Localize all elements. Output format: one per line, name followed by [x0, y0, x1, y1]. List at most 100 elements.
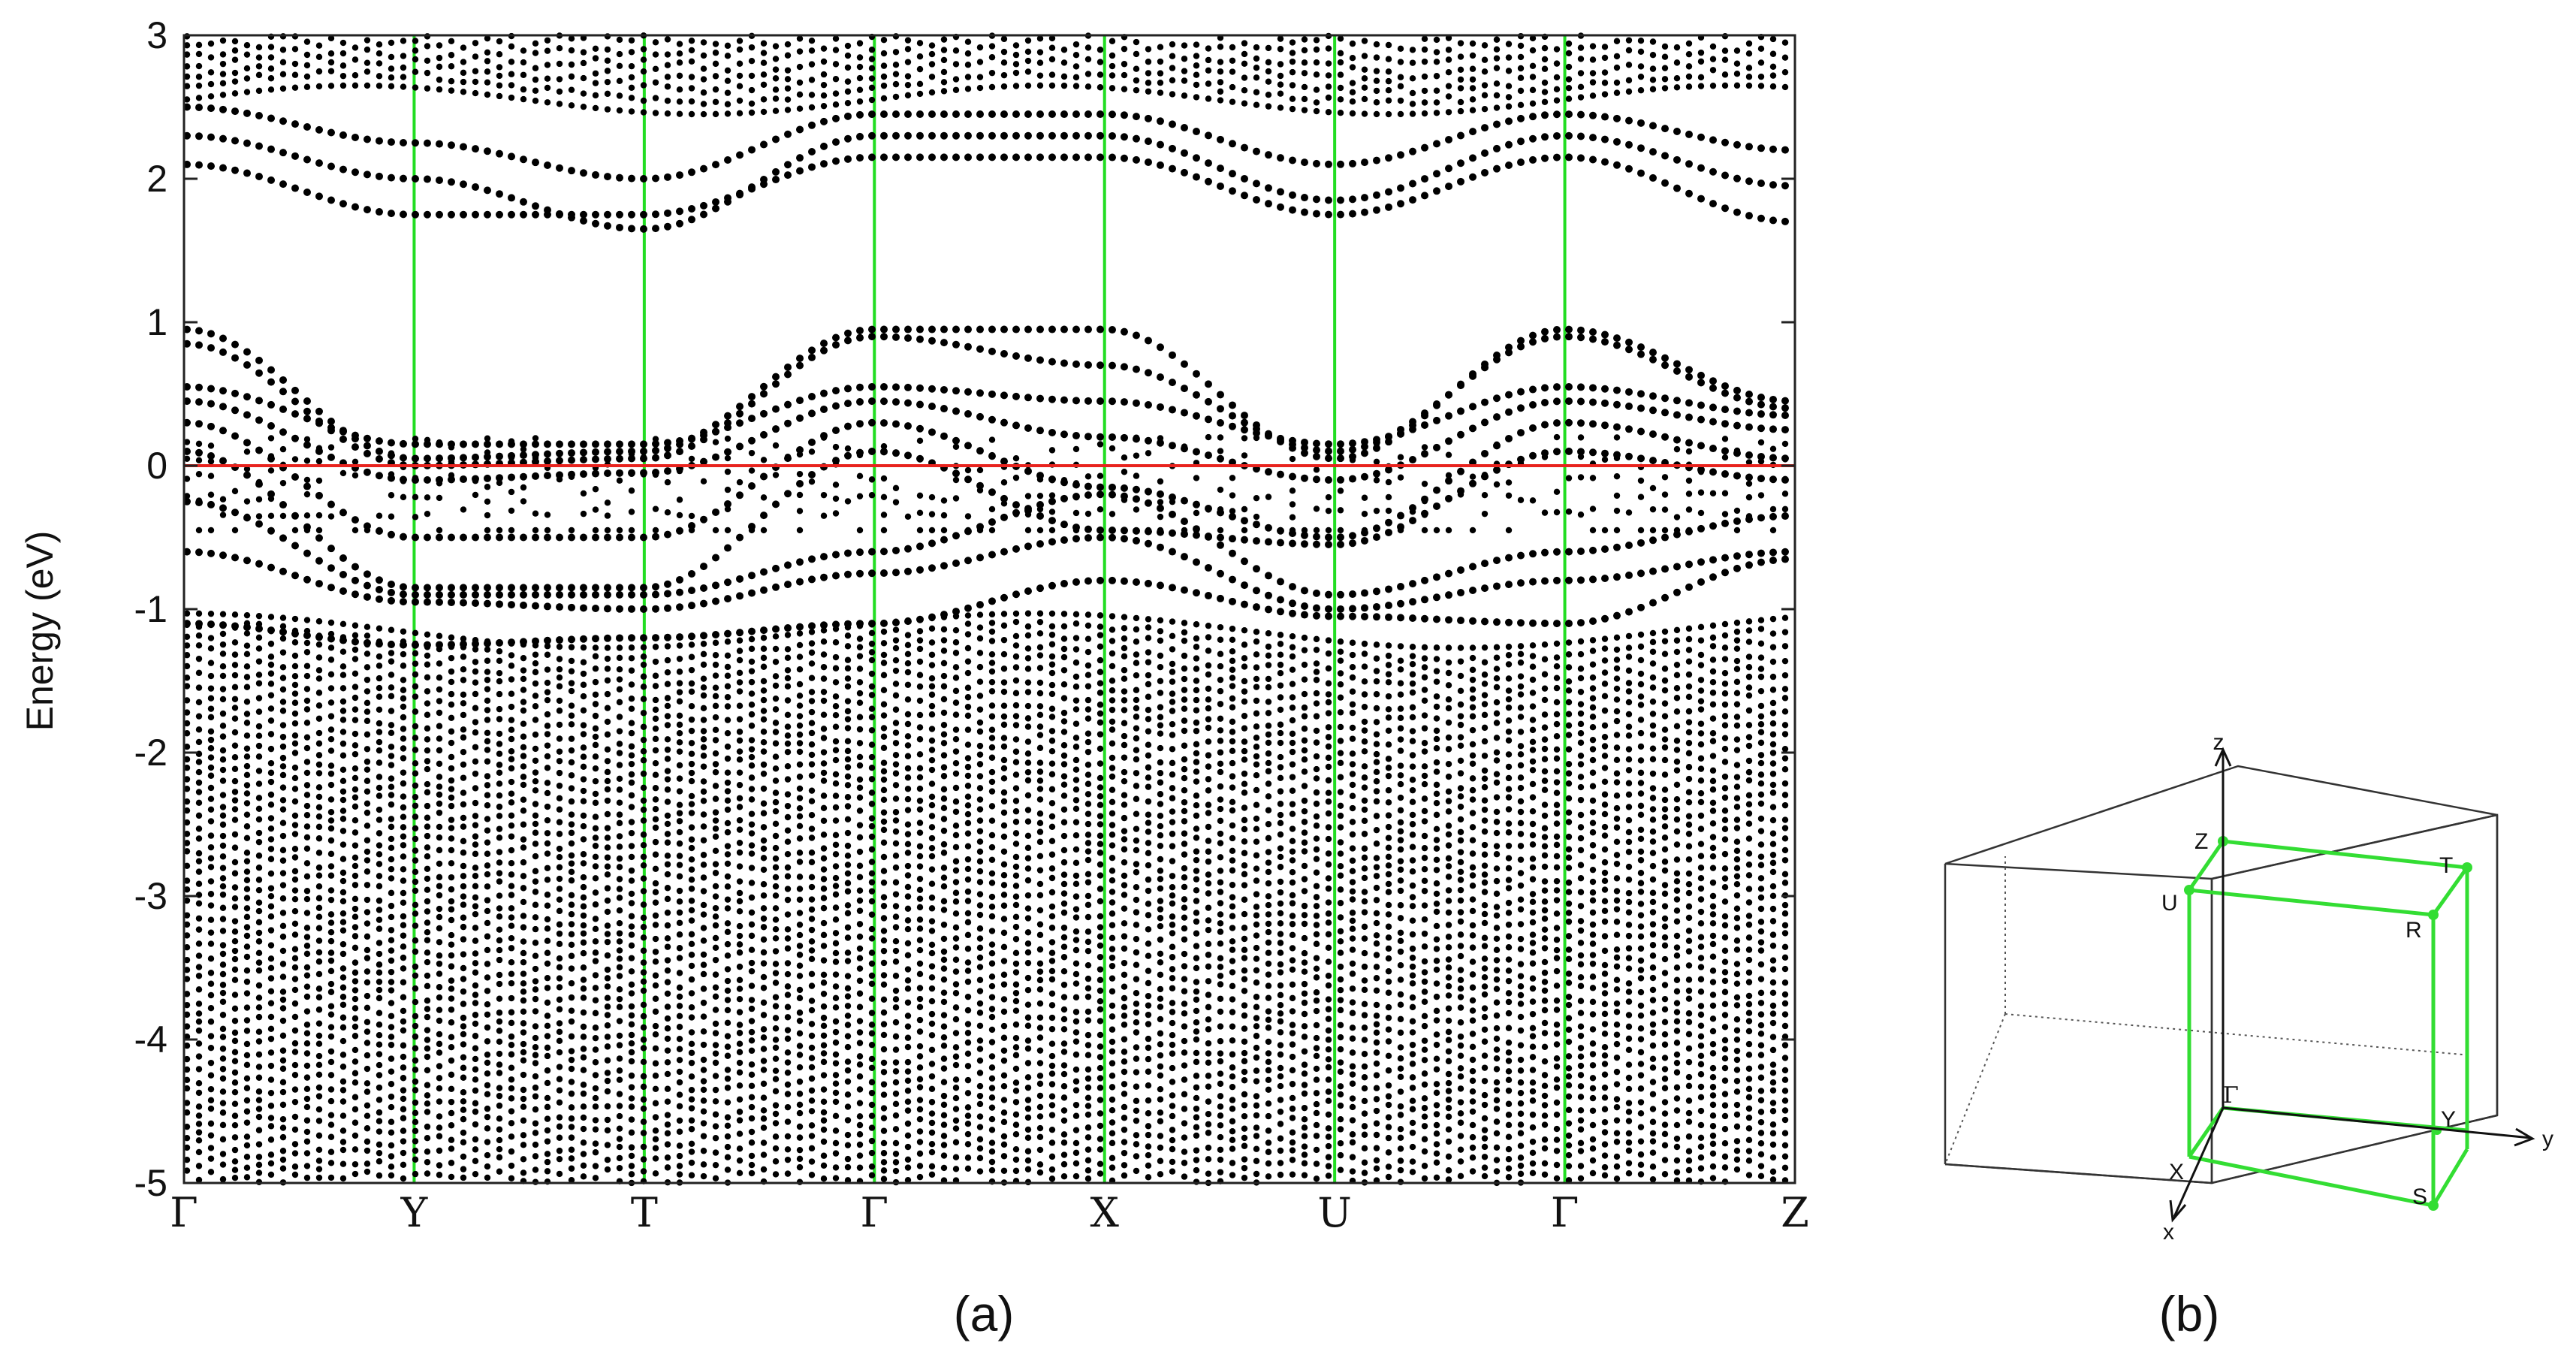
band-point: [424, 436, 431, 443]
band-point: [748, 1047, 756, 1055]
band-point: [1649, 406, 1657, 415]
band-point: [712, 1175, 719, 1182]
band-point: [1036, 511, 1044, 520]
band-point: [808, 751, 816, 759]
band-point: [832, 387, 840, 395]
band-point: [688, 1073, 695, 1080]
band-point: [892, 110, 900, 119]
band-point: [532, 986, 539, 993]
band-point: [508, 601, 515, 609]
band-point: [796, 558, 804, 566]
band-point: [291, 1061, 299, 1069]
band-point: [808, 1044, 816, 1052]
band-point: [880, 818, 888, 825]
band-point: [1505, 161, 1513, 169]
band-point: [616, 907, 623, 914]
band-point: [568, 702, 575, 709]
band-point: [628, 210, 635, 219]
band-point: [856, 1018, 864, 1024]
band-point: [760, 960, 768, 967]
band-point: [832, 443, 840, 451]
band-point: [604, 448, 611, 456]
band-point: [808, 787, 816, 794]
band-point: [436, 709, 443, 717]
band-point: [1193, 589, 1200, 597]
band-point: [820, 711, 828, 718]
band-point: [496, 82, 503, 89]
band-point: [207, 442, 215, 449]
band-point: [1469, 372, 1477, 380]
band-point: [652, 505, 659, 512]
band-point: [1000, 457, 1008, 466]
band-point: [1661, 179, 1669, 187]
band-point: [303, 1095, 311, 1103]
band-point: [592, 1140, 599, 1147]
band-point: [724, 652, 731, 659]
band-point: [255, 1161, 263, 1169]
band-point: [820, 1086, 828, 1093]
band-point: [760, 390, 768, 398]
band-point: [436, 800, 443, 807]
band-point: [291, 542, 299, 550]
band-point: [412, 584, 419, 592]
band-point: [1589, 384, 1597, 392]
band-point: [219, 891, 227, 898]
band-point: [544, 925, 551, 932]
band-point: [339, 62, 347, 69]
band-point: [243, 1052, 251, 1059]
band-point: [279, 1115, 287, 1123]
band-point: [760, 59, 768, 66]
band-point: [748, 1161, 756, 1169]
band-point: [327, 1058, 335, 1066]
band-point: [303, 1103, 311, 1111]
band-point: [652, 644, 659, 650]
band-point: [592, 949, 599, 956]
band-point: [688, 527, 695, 534]
band-point: [724, 788, 731, 795]
band-point: [652, 446, 659, 454]
band-point: [315, 949, 323, 956]
band-point: [255, 397, 263, 405]
band-point: [1193, 558, 1200, 566]
band-point: [712, 984, 719, 991]
band-point: [388, 844, 395, 852]
band-point: [303, 441, 311, 449]
band-point: [460, 1166, 467, 1172]
band-point: [772, 706, 780, 713]
band-point: [327, 863, 335, 870]
band-point: [267, 856, 275, 862]
band-point: [1553, 153, 1561, 161]
band-point: [1385, 203, 1392, 211]
band-point: [1024, 325, 1032, 333]
band-point: [880, 397, 888, 406]
band-point: [1000, 325, 1008, 333]
band-point: [303, 1008, 311, 1015]
band-point: [604, 106, 611, 113]
band-point: [291, 774, 299, 782]
band-point: [279, 806, 287, 813]
band-point: [676, 98, 683, 105]
band-point: [195, 62, 203, 70]
band-point: [243, 513, 251, 521]
band-point: [472, 1000, 479, 1006]
band-point: [676, 642, 683, 649]
band-point: [544, 916, 551, 923]
band-point: [784, 697, 792, 704]
band-point: [243, 1153, 251, 1160]
band-point: [592, 70, 599, 77]
band-point: [748, 850, 756, 857]
band-point: [243, 557, 251, 565]
band-point: [1625, 452, 1633, 460]
band-point: [303, 662, 311, 669]
band-point: [339, 994, 347, 1000]
band-point: [724, 1166, 731, 1173]
band-point: [195, 713, 203, 720]
band-point: [472, 841, 479, 848]
band-point: [868, 418, 876, 427]
band-point: [1481, 168, 1489, 177]
band-point: [195, 1027, 203, 1034]
band-point: [424, 1013, 431, 1021]
band-point: [616, 714, 623, 720]
band-point: [219, 842, 227, 849]
band-point: [1265, 538, 1272, 546]
